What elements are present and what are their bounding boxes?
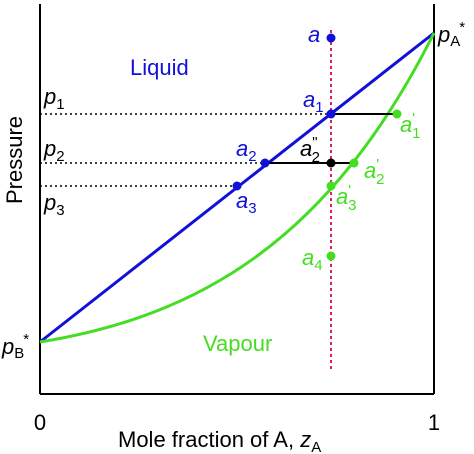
label-a3-prime: a' 3	[336, 182, 356, 214]
label-a3: a3	[236, 188, 257, 217]
label-a4: a4	[302, 245, 323, 274]
label-a2-double-prime: a" 2	[300, 134, 320, 166]
label-p1: p1	[43, 84, 65, 113]
point-a4	[326, 251, 336, 261]
label-a1: a1	[303, 87, 324, 116]
label-a1-prime: a' 1	[400, 110, 420, 142]
region-vapour-label: Vapour	[203, 331, 272, 356]
label-pA-star: pA*	[437, 19, 465, 50]
point-a3	[232, 181, 242, 191]
x-tick-1: 1	[428, 410, 440, 435]
point-a	[326, 33, 336, 43]
point-a2	[260, 158, 270, 168]
label-pB-star: pB*	[1, 331, 29, 362]
label-a: a	[308, 22, 320, 47]
y-axis-label: Pressure	[2, 116, 27, 204]
vapour-curve	[39, 32, 436, 344]
x-axis-label: Mole fraction of A, zA	[118, 427, 321, 454]
point-a1-prime	[392, 109, 402, 119]
label-p2: p2	[43, 136, 65, 165]
point-a1	[326, 109, 336, 119]
point-a3-prime	[326, 181, 336, 191]
point-a2-double-prime	[326, 158, 336, 168]
x-tick-0: 0	[34, 410, 46, 435]
label-a2: a2	[236, 136, 257, 165]
point-a2-prime	[349, 158, 359, 168]
label-p3: p3	[43, 190, 65, 219]
region-liquid-label: Liquid	[130, 55, 189, 80]
label-a2-prime: a' 2	[364, 156, 384, 188]
